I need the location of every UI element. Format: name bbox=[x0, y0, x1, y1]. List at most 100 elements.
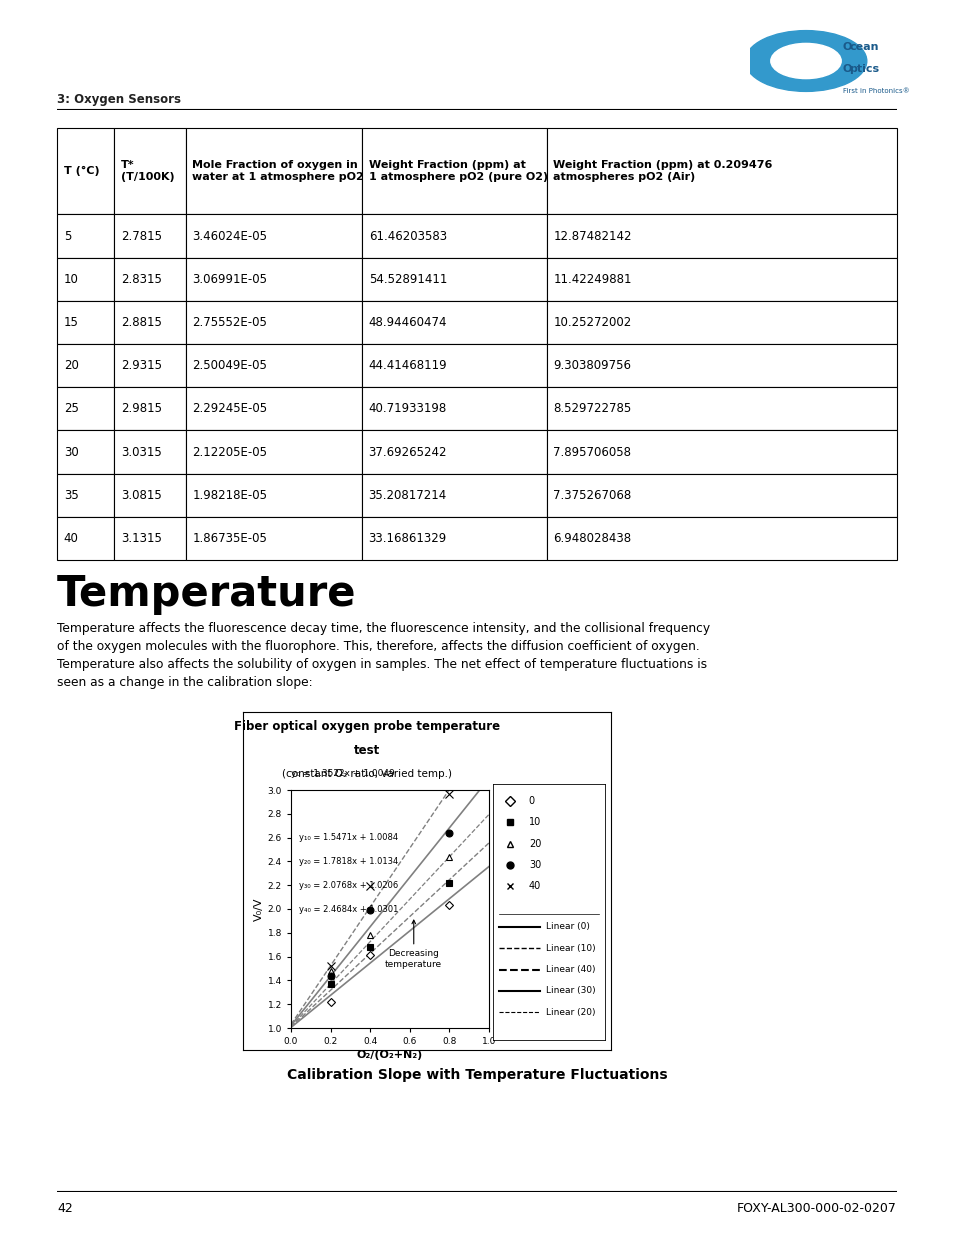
Bar bbox=[546, 128, 896, 215]
Bar bbox=[546, 301, 896, 345]
Text: Mole Fraction of oxygen in
water at 1 atmosphere pO2: Mole Fraction of oxygen in water at 1 at… bbox=[193, 161, 364, 183]
Bar bbox=[546, 258, 896, 301]
Text: 11.42249881: 11.42249881 bbox=[553, 273, 631, 285]
Text: 3.0315: 3.0315 bbox=[121, 446, 161, 458]
Text: y₄₀ = 2.4684x + 1.0301: y₄₀ = 2.4684x + 1.0301 bbox=[298, 904, 398, 914]
Text: 6.948028438: 6.948028438 bbox=[553, 532, 631, 545]
Text: 15: 15 bbox=[64, 316, 78, 329]
Text: 9.303809756: 9.303809756 bbox=[553, 359, 631, 372]
Bar bbox=[185, 431, 361, 473]
Bar bbox=[185, 215, 361, 258]
Text: 25: 25 bbox=[64, 403, 78, 415]
Bar bbox=[114, 128, 185, 215]
Text: Temperature affects the fluorescence decay time, the fluorescence intensity, and: Temperature affects the fluorescence dec… bbox=[57, 622, 709, 689]
Text: 10: 10 bbox=[528, 818, 540, 827]
Text: O: O bbox=[841, 64, 851, 74]
Text: Decreasing
temperature: Decreasing temperature bbox=[385, 920, 442, 969]
Bar bbox=[546, 345, 896, 388]
Bar bbox=[546, 431, 896, 473]
Bar bbox=[361, 345, 546, 388]
Bar bbox=[57, 215, 114, 258]
Bar bbox=[57, 431, 114, 473]
Bar bbox=[114, 473, 185, 516]
Bar bbox=[185, 128, 361, 215]
Bar bbox=[361, 431, 546, 473]
Bar bbox=[361, 388, 546, 431]
Bar bbox=[57, 301, 114, 345]
Bar bbox=[546, 388, 896, 431]
Bar bbox=[57, 345, 114, 388]
Text: 44.41468119: 44.41468119 bbox=[368, 359, 447, 372]
Text: 8.529722785: 8.529722785 bbox=[553, 403, 631, 415]
Text: Linear (30): Linear (30) bbox=[545, 987, 595, 995]
Text: Weight Fraction (ppm) at 0.209476
atmospheres pO2 (Air): Weight Fraction (ppm) at 0.209476 atmosp… bbox=[553, 161, 772, 183]
Text: 10: 10 bbox=[64, 273, 78, 285]
Text: 3.1315: 3.1315 bbox=[121, 532, 162, 545]
Text: cean: cean bbox=[848, 42, 878, 52]
Bar bbox=[114, 258, 185, 301]
Bar bbox=[185, 516, 361, 559]
Bar bbox=[546, 473, 896, 516]
Bar bbox=[361, 258, 546, 301]
Text: 2.29245E-05: 2.29245E-05 bbox=[193, 403, 267, 415]
Bar bbox=[361, 128, 546, 215]
Text: 3.46024E-05: 3.46024E-05 bbox=[193, 230, 267, 242]
Bar bbox=[57, 258, 114, 301]
Text: test: test bbox=[354, 745, 379, 757]
Text: Temperature: Temperature bbox=[57, 573, 356, 615]
Text: 48.94460474: 48.94460474 bbox=[368, 316, 447, 329]
Bar bbox=[114, 516, 185, 559]
Bar bbox=[185, 258, 361, 301]
Text: 2.9815: 2.9815 bbox=[121, 403, 162, 415]
Text: Linear (20): Linear (20) bbox=[545, 1008, 595, 1016]
Text: 35: 35 bbox=[64, 489, 78, 501]
Y-axis label: V₀/V: V₀/V bbox=[253, 898, 263, 921]
Circle shape bbox=[770, 43, 841, 79]
Text: y₀ = 1.3522x + 1.0049: y₀ = 1.3522x + 1.0049 bbox=[291, 768, 395, 778]
Text: Calibration Slope with Temperature Fluctuations: Calibration Slope with Temperature Fluct… bbox=[287, 1068, 666, 1082]
Text: 40.71933198: 40.71933198 bbox=[368, 403, 446, 415]
Text: 2.8815: 2.8815 bbox=[121, 316, 162, 329]
Bar bbox=[361, 473, 546, 516]
Text: 3.06991E-05: 3.06991E-05 bbox=[193, 273, 267, 285]
Text: 1.98218E-05: 1.98218E-05 bbox=[193, 489, 267, 501]
Text: y₁₀ = 1.5471x + 1.0084: y₁₀ = 1.5471x + 1.0084 bbox=[298, 834, 397, 842]
Bar bbox=[114, 431, 185, 473]
Text: 40: 40 bbox=[528, 882, 540, 892]
Bar bbox=[546, 516, 896, 559]
Text: Linear (10): Linear (10) bbox=[545, 944, 595, 952]
Text: y₃₀ = 2.0768x + 1.0206: y₃₀ = 2.0768x + 1.0206 bbox=[298, 881, 397, 889]
Text: 2.7815: 2.7815 bbox=[121, 230, 162, 242]
Text: Fiber optical oxygen probe temperature: Fiber optical oxygen probe temperature bbox=[233, 720, 499, 732]
Bar bbox=[185, 473, 361, 516]
Text: 5: 5 bbox=[64, 230, 71, 242]
Bar bbox=[361, 516, 546, 559]
Text: 30: 30 bbox=[528, 860, 540, 871]
Bar bbox=[185, 345, 361, 388]
Text: 37.69265242: 37.69265242 bbox=[368, 446, 447, 458]
Text: T*
(T/100K): T* (T/100K) bbox=[121, 161, 174, 183]
Text: O: O bbox=[841, 42, 851, 52]
Text: 20: 20 bbox=[64, 359, 78, 372]
Text: 54.52891411: 54.52891411 bbox=[368, 273, 447, 285]
Text: Linear (40): Linear (40) bbox=[545, 965, 595, 974]
Text: Weight Fraction (ppm) at
1 atmosphere pO2 (pure O2): Weight Fraction (ppm) at 1 atmosphere pO… bbox=[368, 161, 547, 183]
Text: 30: 30 bbox=[64, 446, 78, 458]
Bar bbox=[361, 301, 546, 345]
Text: First in Photonics®: First in Photonics® bbox=[841, 88, 908, 94]
Text: T (°C): T (°C) bbox=[64, 167, 99, 177]
Text: 33.16861329: 33.16861329 bbox=[368, 532, 446, 545]
Bar bbox=[185, 301, 361, 345]
Text: Linear (0): Linear (0) bbox=[545, 923, 589, 931]
X-axis label: O₂/(O₂+N₂): O₂/(O₂+N₂) bbox=[356, 1050, 423, 1060]
Text: 3: Oxygen Sensors: 3: Oxygen Sensors bbox=[57, 93, 181, 105]
Text: 1.86735E-05: 1.86735E-05 bbox=[193, 532, 267, 545]
Text: (constant O₂ ratio, varied temp.): (constant O₂ ratio, varied temp.) bbox=[282, 769, 452, 779]
Text: 10.25272002: 10.25272002 bbox=[553, 316, 631, 329]
Bar bbox=[114, 215, 185, 258]
Bar bbox=[114, 345, 185, 388]
Text: 2.8315: 2.8315 bbox=[121, 273, 162, 285]
Text: 2.75552E-05: 2.75552E-05 bbox=[193, 316, 267, 329]
Bar bbox=[57, 516, 114, 559]
Bar bbox=[546, 215, 896, 258]
